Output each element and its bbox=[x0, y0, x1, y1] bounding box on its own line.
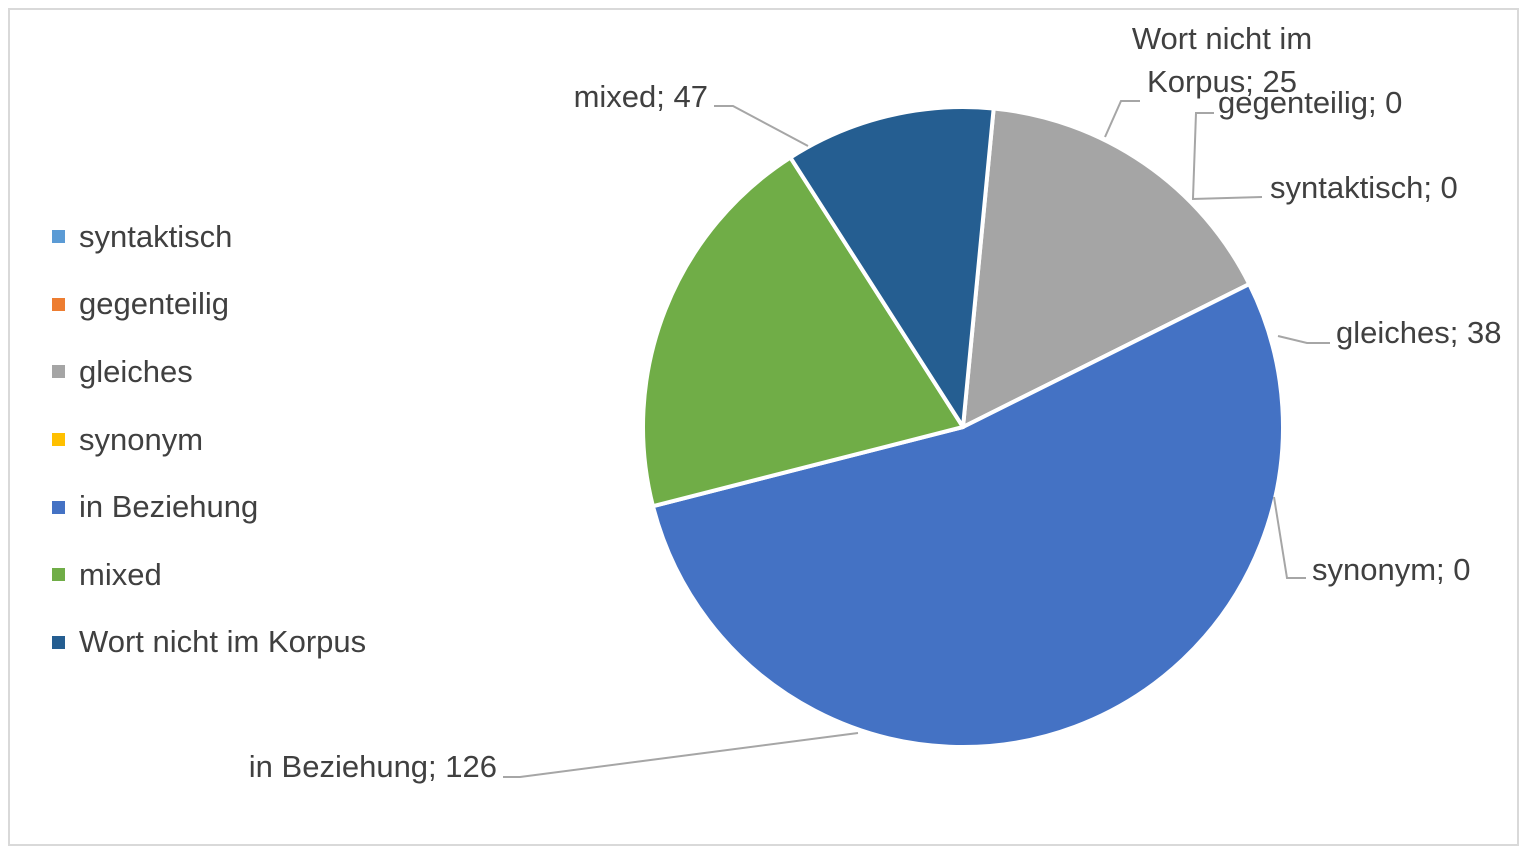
legend-label-gleiches: gleiches bbox=[79, 353, 193, 389]
leader-line-syntaktisch bbox=[1191, 196, 1263, 200]
pie-slice-wort-nicht-im-korpus bbox=[788, 105, 996, 429]
data-label-mixed: mixed; 47 bbox=[574, 79, 708, 114]
leader-line-synonym bbox=[1273, 496, 1306, 579]
data-label-wort-nicht-im-korpus-line1: Wort nicht im bbox=[1132, 21, 1312, 56]
legend-swatch-in-beziehung bbox=[52, 500, 65, 514]
pie-slices bbox=[641, 105, 1286, 749]
legend-label-syntaktisch: syntaktisch bbox=[79, 218, 233, 254]
legend-swatch-gegenteilig bbox=[52, 297, 65, 311]
data-label-gleiches: gleiches; 38 bbox=[1336, 315, 1501, 350]
pie-slice-mixed bbox=[641, 155, 965, 509]
data-label-in-beziehung: in Beziehung; 126 bbox=[249, 749, 497, 784]
leader-line-mixed bbox=[714, 105, 809, 147]
data-labels: Wort nicht im Korpus; 25 gegenteilig; 0 … bbox=[249, 21, 1502, 784]
legend-label-wort-nicht-im-korpus: Wort nicht im Korpus bbox=[79, 624, 367, 660]
pie-slice-in-beziehung bbox=[650, 282, 1286, 749]
legend-item-gegenteilig: gegenteilig bbox=[52, 271, 366, 339]
leader-lines bbox=[503, 100, 1330, 778]
legend-label-mixed: mixed bbox=[79, 556, 162, 592]
leader-line-gleiches bbox=[1277, 335, 1330, 344]
legend-label-in-beziehung: in Beziehung bbox=[79, 489, 259, 525]
legend-item-gleiches: gleiches bbox=[52, 338, 366, 406]
data-label-syntaktisch: syntaktisch; 0 bbox=[1270, 170, 1458, 205]
leader-line-wort-nicht-im-korpus bbox=[1104, 100, 1140, 138]
legend-item-mixed: mixed bbox=[52, 541, 366, 609]
legend-item-synonym: synonym bbox=[52, 406, 366, 474]
legend-swatch-wort-nicht-im-korpus bbox=[52, 635, 65, 649]
data-label-synonym: synonym; 0 bbox=[1312, 552, 1471, 587]
legend-item-syntaktisch: syntaktisch bbox=[52, 203, 366, 271]
data-label-wort-nicht-im-korpus-line2: Korpus; 25 bbox=[1147, 64, 1297, 99]
legend-label-synonym: synonym bbox=[79, 421, 204, 457]
legend-swatch-mixed bbox=[52, 568, 65, 582]
legend-item-wort-nicht-im-korpus: Wort nicht im Korpus bbox=[52, 609, 366, 677]
legend-label-gegenteilig: gegenteilig bbox=[79, 286, 229, 322]
pie-slice-gleiches bbox=[961, 106, 1252, 429]
legend-swatch-gleiches bbox=[52, 365, 65, 379]
leader-line-gegenteilig bbox=[1192, 112, 1214, 199]
legend-item-in-beziehung: in Beziehung bbox=[52, 473, 366, 541]
leader-line-in-beziehung bbox=[503, 732, 859, 778]
data-label-gegenteilig: gegenteilig; 0 bbox=[1218, 85, 1402, 120]
legend-swatch-synonym bbox=[52, 433, 65, 447]
legend: syntaktisch gegenteilig gleiches synonym… bbox=[52, 203, 366, 676]
legend-swatch-syntaktisch bbox=[52, 230, 65, 244]
